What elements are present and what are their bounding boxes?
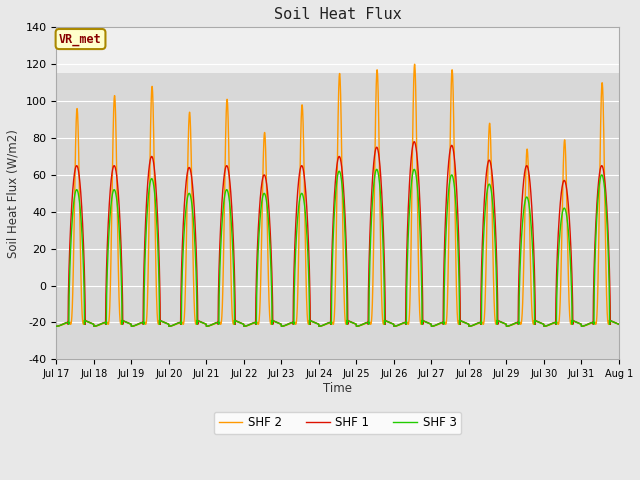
SHF 1 <box>403 272 410 277</box>
SHF 1 <box>392 323 400 329</box>
Line: SHF 3: SHF 3 <box>56 169 619 326</box>
Title: Soil Heat Flux: Soil Heat Flux <box>274 7 401 22</box>
Line: SHF 1: SHF 1 <box>56 142 619 326</box>
SHF 2 <box>403 320 410 325</box>
SHF 3 <box>173 321 180 326</box>
SHF 2 <box>562 148 570 154</box>
SHF 1 <box>614 321 622 327</box>
SHF 1 <box>562 180 570 186</box>
SHF 3 <box>615 322 623 327</box>
SHF 2 <box>614 321 622 327</box>
Line: SHF 2: SHF 2 <box>56 64 619 326</box>
SHF 3 <box>209 321 217 327</box>
Bar <box>56 27 619 73</box>
SHF 3 <box>403 322 410 327</box>
Y-axis label: Soil Heat Flux (W/m2): Soil Heat Flux (W/m2) <box>7 129 20 258</box>
SHF 2 <box>173 321 180 327</box>
SHF 3 <box>393 323 401 329</box>
SHF 3 <box>52 324 60 329</box>
Legend: SHF 2, SHF 1, SHF 3: SHF 2, SHF 1, SHF 3 <box>214 412 461 434</box>
SHF 3 <box>562 207 570 213</box>
SHF 2 <box>411 61 419 67</box>
SHF 2 <box>392 323 400 329</box>
SHF 2 <box>52 324 60 329</box>
X-axis label: Time: Time <box>323 382 352 395</box>
SHF 1 <box>173 320 180 326</box>
SHF 1 <box>209 321 217 326</box>
SHF 3 <box>373 167 381 172</box>
SHF 3 <box>614 321 622 327</box>
SHF 2 <box>209 322 217 327</box>
SHF 1 <box>52 324 60 329</box>
Text: VR_met: VR_met <box>59 33 102 46</box>
SHF 1 <box>615 322 623 327</box>
SHF 2 <box>615 322 623 327</box>
SHF 1 <box>410 139 418 144</box>
